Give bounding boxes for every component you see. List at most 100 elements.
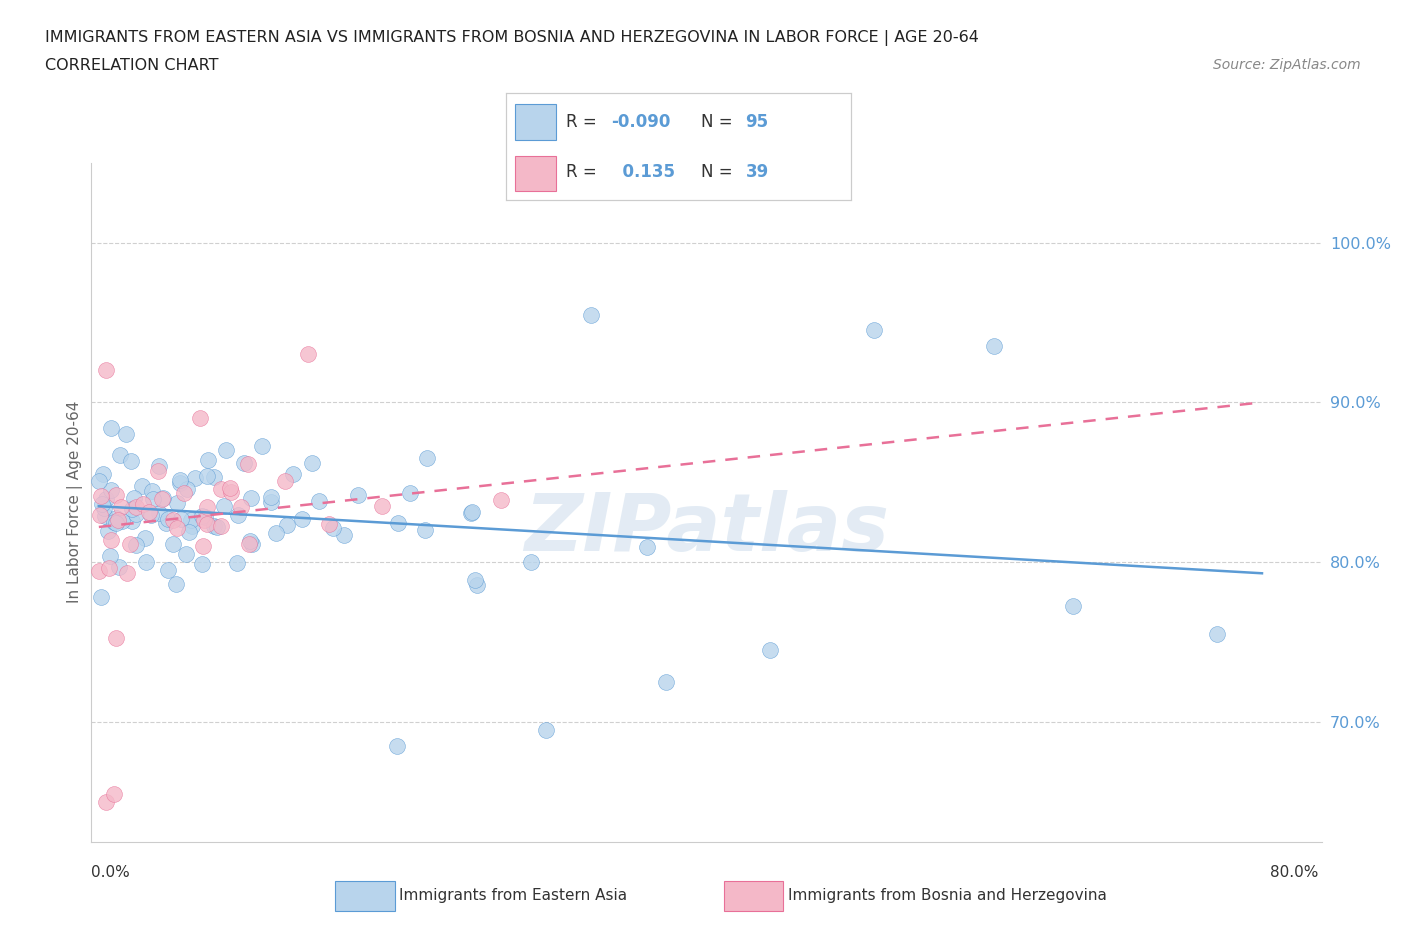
FancyBboxPatch shape bbox=[515, 104, 557, 140]
Point bbox=[281, 466, 304, 481]
Point bbox=[579, 307, 602, 322]
Point bbox=[105, 511, 128, 525]
Text: R =: R = bbox=[567, 113, 602, 131]
Point bbox=[240, 491, 263, 506]
Point bbox=[193, 512, 215, 527]
Point bbox=[228, 508, 250, 523]
Point bbox=[250, 439, 273, 454]
Point bbox=[157, 512, 180, 526]
Point bbox=[333, 527, 356, 542]
Point bbox=[146, 463, 169, 478]
Point bbox=[240, 537, 263, 551]
Point bbox=[162, 513, 184, 528]
Point bbox=[176, 482, 198, 497]
Point bbox=[188, 411, 211, 426]
Point bbox=[103, 514, 125, 529]
Point bbox=[520, 555, 543, 570]
Point bbox=[87, 473, 110, 488]
Point bbox=[202, 519, 225, 534]
Point bbox=[460, 506, 482, 521]
Point bbox=[983, 339, 1005, 354]
Point bbox=[169, 472, 191, 487]
Point bbox=[107, 512, 129, 527]
Point bbox=[239, 533, 262, 548]
Point bbox=[197, 452, 219, 467]
Point bbox=[103, 786, 125, 801]
Point bbox=[98, 549, 121, 564]
Text: Immigrants from Eastern Asia: Immigrants from Eastern Asia bbox=[399, 887, 627, 903]
Point bbox=[177, 525, 200, 539]
Text: 0.135: 0.135 bbox=[612, 163, 675, 181]
Point bbox=[173, 485, 195, 500]
Point bbox=[96, 363, 118, 378]
Text: 80.0%: 80.0% bbox=[1271, 865, 1319, 880]
Point bbox=[209, 518, 232, 533]
Text: R =: R = bbox=[567, 163, 602, 181]
Point bbox=[195, 517, 218, 532]
Point bbox=[308, 493, 330, 508]
Point bbox=[491, 493, 513, 508]
Point bbox=[104, 487, 127, 502]
Point bbox=[225, 555, 247, 570]
Point bbox=[110, 499, 132, 514]
Point bbox=[89, 564, 111, 578]
Point bbox=[238, 457, 260, 472]
Point bbox=[209, 482, 232, 497]
Point bbox=[170, 512, 193, 526]
Point bbox=[1062, 599, 1084, 614]
Point bbox=[155, 516, 177, 531]
Point bbox=[139, 507, 162, 522]
Point bbox=[90, 488, 112, 503]
Point bbox=[464, 572, 486, 587]
Point bbox=[346, 488, 368, 503]
Point bbox=[100, 420, 122, 435]
Point bbox=[131, 496, 153, 511]
Point bbox=[264, 525, 287, 540]
Point bbox=[194, 510, 217, 525]
Point bbox=[291, 512, 314, 527]
Point bbox=[398, 485, 420, 500]
Text: 95: 95 bbox=[745, 113, 769, 131]
Point bbox=[134, 531, 156, 546]
Point bbox=[100, 483, 122, 498]
Point bbox=[120, 536, 142, 551]
Point bbox=[322, 520, 344, 535]
Point bbox=[297, 347, 319, 362]
Point bbox=[229, 499, 252, 514]
Point bbox=[108, 560, 131, 575]
Point bbox=[120, 454, 142, 469]
Point bbox=[142, 491, 165, 506]
Point bbox=[141, 484, 163, 498]
Point bbox=[125, 538, 148, 552]
Point bbox=[90, 590, 112, 604]
Point bbox=[180, 512, 202, 527]
Point bbox=[115, 427, 138, 442]
Point bbox=[148, 458, 170, 473]
Point bbox=[276, 518, 298, 533]
Point bbox=[195, 499, 218, 514]
Point bbox=[105, 631, 128, 645]
Point bbox=[465, 578, 488, 592]
Text: N =: N = bbox=[700, 113, 738, 131]
Point bbox=[371, 498, 394, 513]
Point bbox=[183, 471, 205, 485]
Point bbox=[260, 489, 283, 504]
Point bbox=[260, 495, 283, 510]
Point bbox=[166, 520, 188, 535]
Point bbox=[416, 451, 439, 466]
Point bbox=[1206, 627, 1229, 642]
Point bbox=[654, 674, 676, 689]
Point bbox=[125, 499, 148, 514]
Point bbox=[191, 538, 214, 553]
Text: 0.0%: 0.0% bbox=[91, 865, 131, 880]
Point bbox=[131, 478, 153, 493]
Text: N =: N = bbox=[700, 163, 738, 181]
FancyBboxPatch shape bbox=[336, 881, 395, 910]
Point bbox=[166, 496, 188, 511]
Point bbox=[460, 504, 482, 519]
Point bbox=[385, 738, 408, 753]
Point bbox=[863, 323, 886, 338]
Point bbox=[219, 485, 242, 499]
Point bbox=[162, 537, 184, 551]
Point bbox=[318, 517, 340, 532]
